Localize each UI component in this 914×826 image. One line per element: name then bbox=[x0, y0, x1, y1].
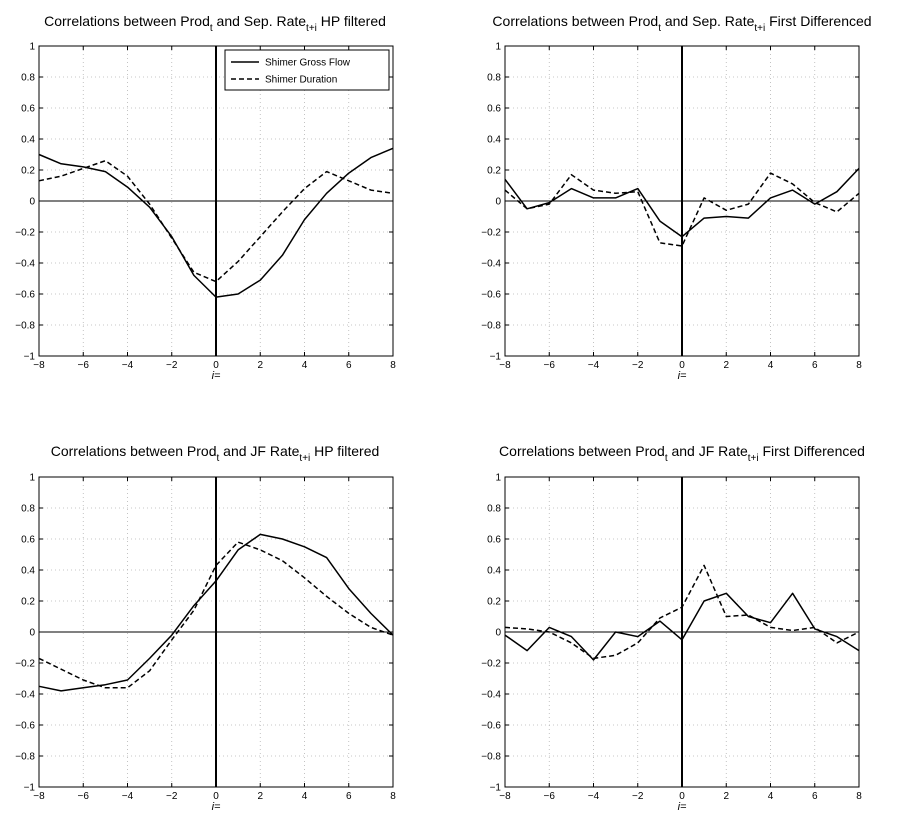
y-tick-label: 0.6 bbox=[487, 535, 501, 546]
x-tick-label: 8 bbox=[856, 791, 862, 802]
chart-title: Correlations between Prodt and Sep. Rate… bbox=[492, 13, 871, 34]
y-tick-label: 0 bbox=[495, 628, 501, 639]
legend-label-2: Shimer Duration bbox=[265, 75, 337, 86]
x-tick-label: −6 bbox=[78, 791, 90, 802]
x-tick-label: 6 bbox=[346, 360, 352, 371]
y-tick-label: 0.2 bbox=[487, 597, 501, 608]
y-tick-label: 0.4 bbox=[487, 566, 501, 577]
y-tick-label: −0.2 bbox=[15, 659, 35, 670]
legend-label-1: Shimer Gross Flow bbox=[265, 58, 351, 69]
x-tick-label: 4 bbox=[768, 791, 774, 802]
y-tick-label: 0.4 bbox=[21, 566, 35, 577]
y-tick-label: 0.6 bbox=[487, 104, 501, 115]
x-tick-label: 2 bbox=[723, 791, 729, 802]
x-tick-label: 6 bbox=[812, 791, 818, 802]
x-tick-label: 2 bbox=[257, 360, 263, 371]
x-tick-label: −6 bbox=[544, 791, 556, 802]
y-tick-label: 0.6 bbox=[21, 104, 35, 115]
y-tick-label: −0.2 bbox=[481, 659, 501, 670]
y-tick-label: 1 bbox=[29, 473, 35, 484]
y-tick-label: 0.4 bbox=[21, 135, 35, 146]
x-tick-label: 4 bbox=[302, 791, 308, 802]
y-tick-label: −1 bbox=[24, 783, 36, 794]
x-tick-label: −4 bbox=[588, 360, 600, 371]
y-tick-label: 0.2 bbox=[21, 166, 35, 177]
x-axis-label: i= bbox=[678, 370, 687, 382]
y-tick-label: 0 bbox=[29, 628, 35, 639]
chart-title: Correlations between Prodt and Sep. Rate… bbox=[44, 13, 386, 34]
x-tick-label: −4 bbox=[588, 791, 600, 802]
y-tick-label: 1 bbox=[29, 42, 35, 53]
x-tick-label: 6 bbox=[346, 791, 352, 802]
y-tick-label: 0.6 bbox=[21, 535, 35, 546]
y-tick-label: 1 bbox=[495, 42, 501, 53]
y-tick-label: 0.8 bbox=[21, 504, 35, 515]
y-tick-label: −1 bbox=[490, 352, 502, 363]
y-tick-label: −0.6 bbox=[481, 721, 501, 732]
x-axis-label: i= bbox=[678, 801, 687, 813]
x-tick-label: −2 bbox=[166, 791, 178, 802]
x-tick-label: 8 bbox=[390, 791, 396, 802]
y-tick-label: 0 bbox=[495, 197, 501, 208]
y-tick-label: −0.8 bbox=[481, 321, 501, 332]
y-tick-label: 0.2 bbox=[21, 597, 35, 608]
y-tick-label: 1 bbox=[495, 473, 501, 484]
y-tick-label: −0.2 bbox=[481, 228, 501, 239]
y-tick-label: −0.8 bbox=[15, 752, 35, 763]
y-tick-label: 0 bbox=[29, 197, 35, 208]
y-tick-label: −0.6 bbox=[481, 290, 501, 301]
x-tick-label: −8 bbox=[499, 360, 511, 371]
y-tick-label: −0.2 bbox=[15, 228, 35, 239]
x-tick-label: −4 bbox=[122, 791, 134, 802]
x-tick-label: −2 bbox=[166, 360, 178, 371]
y-tick-label: 0.4 bbox=[487, 135, 501, 146]
x-tick-label: 8 bbox=[390, 360, 396, 371]
x-tick-label: −8 bbox=[33, 791, 45, 802]
x-axis-label: i= bbox=[212, 370, 221, 382]
y-tick-label: 0.8 bbox=[21, 73, 35, 84]
legend: Shimer Gross Flow Shimer Duration bbox=[225, 50, 389, 90]
x-tick-label: −8 bbox=[33, 360, 45, 371]
x-tick-label: 8 bbox=[856, 360, 862, 371]
x-tick-label: −8 bbox=[499, 791, 511, 802]
x-tick-label: −6 bbox=[544, 360, 556, 371]
x-tick-label: 4 bbox=[302, 360, 308, 371]
x-tick-label: 4 bbox=[768, 360, 774, 371]
x-tick-label: 2 bbox=[723, 360, 729, 371]
x-tick-label: −2 bbox=[632, 791, 644, 802]
y-tick-label: −0.6 bbox=[15, 290, 35, 301]
y-tick-label: 0.8 bbox=[487, 504, 501, 515]
x-tick-label: 2 bbox=[257, 791, 263, 802]
y-tick-label: −0.4 bbox=[481, 690, 501, 701]
y-tick-label: −1 bbox=[24, 352, 36, 363]
x-tick-label: −6 bbox=[78, 360, 90, 371]
y-tick-label: −0.4 bbox=[15, 690, 35, 701]
y-tick-label: −0.4 bbox=[481, 259, 501, 270]
chart-title: Correlations between Prodt and JF Ratet+… bbox=[499, 443, 865, 464]
x-tick-label: −4 bbox=[122, 360, 134, 371]
x-axis-label: i= bbox=[212, 801, 221, 813]
y-tick-label: −0.8 bbox=[15, 321, 35, 332]
x-tick-label: 6 bbox=[812, 360, 818, 371]
y-tick-label: −1 bbox=[490, 783, 502, 794]
x-tick-label: −2 bbox=[632, 360, 644, 371]
y-tick-label: −0.4 bbox=[15, 259, 35, 270]
y-tick-label: −0.6 bbox=[15, 721, 35, 732]
y-tick-label: −0.8 bbox=[481, 752, 501, 763]
chart-title: Correlations between Prodt and JF Ratet+… bbox=[51, 443, 380, 464]
y-tick-label: 0.2 bbox=[487, 166, 501, 177]
y-tick-label: 0.8 bbox=[487, 73, 501, 84]
